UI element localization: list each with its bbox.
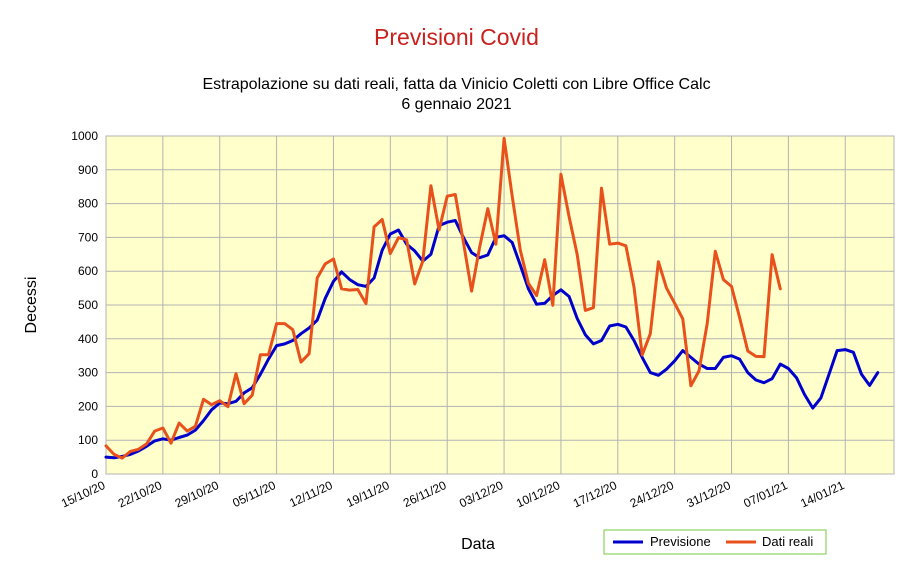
- x-tick-label: 03/12/20: [457, 478, 506, 511]
- series-layer: [104, 136, 880, 460]
- x-tick-label: 05/11/20: [230, 478, 278, 510]
- y-tick-label: 0: [91, 467, 98, 481]
- x-tick-label: 29/10/20: [173, 478, 222, 511]
- x-tick-label: 07/01/21: [741, 478, 790, 511]
- y-tick-label: 100: [78, 433, 98, 447]
- y-tick-label: 200: [78, 399, 98, 413]
- legend-label-dati-reali: Dati reali: [762, 534, 813, 549]
- y-tick-label: 600: [78, 264, 98, 278]
- y-tick-label: 900: [78, 163, 98, 177]
- x-tick-label: 22/10/20: [116, 478, 165, 511]
- legend-label-previsione: Previsione: [650, 534, 711, 549]
- series-line-dati-reali: [104, 136, 782, 460]
- y-tick-label: 400: [78, 332, 98, 346]
- chart-title: Previsioni Covid: [374, 24, 539, 50]
- grid: [105, 135, 895, 475]
- subtitle-line-2: 6 gennaio 2021: [401, 96, 512, 113]
- x-tick-label: 12/11/20: [287, 478, 335, 510]
- x-tick-label: 19/11/20: [344, 478, 392, 510]
- x-axis-label: Data: [461, 536, 495, 553]
- y-tick-label: 800: [78, 197, 98, 211]
- y-axis-label: Decessi: [23, 277, 40, 334]
- x-tick-label: 10/12/20: [514, 478, 563, 511]
- chart-subtitle: Estrapolazione su dati reali, fatta da V…: [0, 75, 913, 115]
- y-tick-label: 1000: [71, 129, 98, 143]
- x-tick-label: 24/12/20: [628, 478, 677, 511]
- x-tick-label: 17/12/20: [571, 478, 620, 511]
- y-tick-label: 500: [78, 298, 98, 312]
- y-tick-label: 300: [78, 366, 98, 380]
- y-tick-label: 700: [78, 230, 98, 244]
- x-tick-label: 26/11/20: [401, 478, 449, 510]
- subtitle-line-1: Estrapolazione su dati reali, fatta da V…: [202, 76, 711, 93]
- legend: Previsione Dati reali: [603, 529, 827, 555]
- x-tick-label: 14/01/21: [798, 478, 847, 511]
- x-tick-label: 31/12/20: [685, 478, 734, 511]
- plot-border: [105, 135, 895, 475]
- x-tick-label: 15/10/20: [59, 478, 108, 511]
- series-line-previsione: [104, 219, 880, 460]
